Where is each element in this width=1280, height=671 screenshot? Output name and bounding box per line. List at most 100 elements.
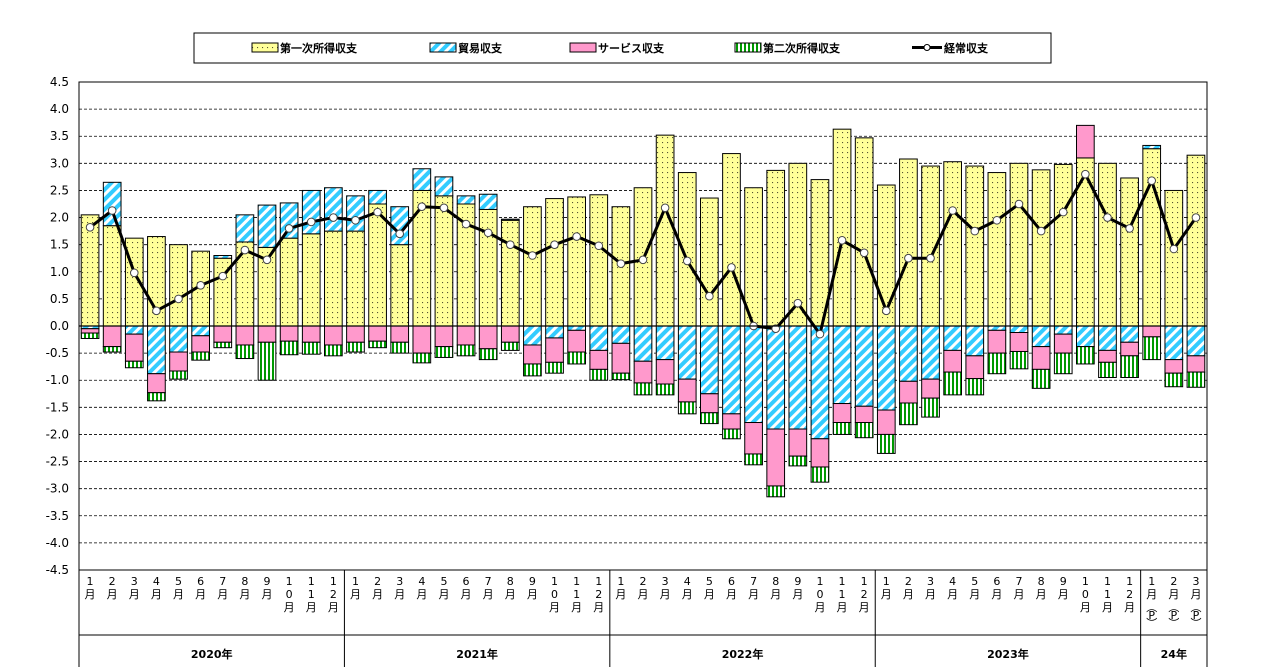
bar-services [279, 325, 299, 342]
legend: 第一次所得収支 貿易収支 サービス収支 第二次所得収支 経常収支 [193, 32, 1052, 64]
bar-primary-income [346, 230, 365, 327]
bar-secondary-income [235, 344, 255, 360]
bar-secondary-income [766, 485, 786, 498]
bar-services [567, 329, 586, 353]
axes [78, 81, 1208, 571]
bar-primary-income [1186, 154, 1206, 327]
bar-trade [1076, 325, 1095, 348]
y-tick-label: 3.0 [50, 156, 69, 170]
bar-trade [899, 325, 918, 382]
bar-trade [257, 204, 277, 248]
current-account-point [1036, 226, 1046, 236]
bar-primary-income [102, 225, 122, 327]
bar-services [301, 325, 321, 343]
legend-item-secondary-income: 第二次所得収支 [734, 41, 841, 55]
x-month-label: 2 月︵ P ︶ [1168, 575, 1179, 630]
y-tick-label: -1.0 [46, 373, 69, 387]
bar-services [722, 413, 741, 430]
bar-trade [1098, 325, 1117, 351]
y-tick-label: -4.5 [46, 563, 69, 577]
y-tick-label: 4.5 [50, 75, 69, 89]
current-account-line [85, 169, 1201, 339]
bar-secondary-income [611, 372, 631, 381]
bar-primary-income [965, 165, 985, 327]
bar-secondary-income [346, 341, 365, 353]
bar-secondary-income [456, 344, 476, 357]
bar-secondary-income [744, 453, 763, 466]
bar-services [987, 329, 1007, 354]
bar-trade [766, 325, 786, 430]
bar-secondary-income [523, 363, 542, 377]
y-tick-label: -2.0 [46, 427, 69, 441]
y-tick-label: -4.0 [46, 536, 69, 550]
bar-secondary-income [722, 428, 741, 440]
y-tick-label: 4.0 [50, 102, 69, 116]
bar-services [1031, 346, 1051, 370]
current-account-point [1191, 213, 1201, 222]
legend-label-services: サービス収支 [598, 41, 665, 55]
bar-trade [545, 325, 564, 339]
bar-trade [788, 325, 808, 430]
y-tick-label: -1.5 [46, 400, 69, 414]
bar-trade [500, 218, 520, 221]
bar-trade [147, 325, 166, 375]
bar-services [766, 428, 786, 487]
year-label: 2020年 [191, 647, 233, 661]
bar-services [124, 333, 144, 362]
bar-primary-income [279, 237, 299, 327]
bar-primary-income [1142, 148, 1162, 327]
current-account-point [262, 255, 272, 265]
bar-secondary-income [854, 422, 874, 439]
bar-trade [832, 325, 852, 405]
bar-services [523, 344, 542, 365]
bar-secondary-income [434, 346, 454, 358]
bar-trade [279, 202, 299, 239]
bar-secondary-income [1031, 368, 1051, 389]
y-tick-label: 1.0 [50, 265, 69, 279]
bar-secondary-income [832, 422, 852, 435]
bar-primary-income [1120, 177, 1139, 327]
bar-primary-income [987, 172, 1007, 327]
bar-trade [876, 325, 896, 411]
bar-secondary-income [500, 341, 520, 351]
legend-box [193, 32, 1052, 64]
bar-primary-income [876, 184, 896, 327]
current-account-point [1081, 169, 1090, 179]
legend-label-primary-income: 第一次所得収支 [280, 41, 358, 55]
bar-services [1098, 349, 1117, 363]
bar-services [611, 342, 631, 374]
y-axis-ticks: 4.5 4.0 3.5 3.0 2.5 2.0 1.5 1.0 0.5 0.0 -0.5 -1.0 -1… [46, 75, 69, 577]
bar-primary-income [567, 196, 586, 327]
current-account-point [771, 324, 781, 334]
y-tick-label: 1.5 [50, 238, 69, 252]
bar-secondary-income [279, 340, 299, 356]
legend-item-trade: 貿易収支 [429, 41, 503, 55]
current-account-point [129, 268, 139, 278]
current-account-point [793, 298, 803, 308]
bar-trade [434, 176, 454, 197]
bar-primary-income [766, 169, 786, 327]
bar-trade [1053, 325, 1073, 335]
bar-primary-income [169, 244, 188, 327]
bar-trade [921, 325, 940, 380]
bar-services [456, 325, 476, 346]
bar-secondary-income [191, 351, 210, 361]
bar-trade [987, 325, 1007, 331]
bar-services [346, 325, 365, 343]
